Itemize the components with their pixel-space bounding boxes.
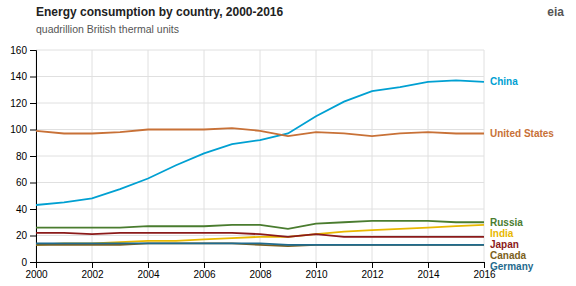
chart: Energy consumption by country, 2000-2016… bbox=[0, 0, 576, 286]
series-label: India bbox=[490, 228, 514, 239]
series-line bbox=[36, 225, 484, 245]
series-label: Russia bbox=[490, 217, 523, 228]
x-tick-mark bbox=[484, 262, 485, 268]
series-label: United States bbox=[490, 128, 554, 139]
x-grid-line bbox=[92, 50, 93, 262]
subtitle: quadrillion British thermal units bbox=[36, 23, 179, 35]
y-tick-mark bbox=[30, 130, 36, 131]
y-tick-mark bbox=[30, 50, 36, 51]
x-grid-line bbox=[260, 50, 261, 262]
x-grid-line bbox=[148, 50, 149, 262]
y-tick: 100 bbox=[10, 124, 36, 135]
x-grid-line bbox=[204, 50, 205, 262]
x-tick-label: 2000 bbox=[25, 269, 48, 280]
x-tick-label: 2008 bbox=[249, 269, 272, 280]
series-label: Canada bbox=[490, 250, 527, 261]
y-tick-mark bbox=[30, 236, 36, 237]
y-tick: 80 bbox=[16, 151, 36, 162]
y-tick-mark bbox=[30, 103, 36, 104]
x-tick-label: 2004 bbox=[137, 269, 160, 280]
y-tick-label: 0 bbox=[21, 257, 27, 268]
x-tick: 2014 bbox=[417, 262, 440, 280]
grid bbox=[36, 50, 484, 262]
x-tick-label: 2006 bbox=[193, 269, 216, 280]
x-tick: 2000 bbox=[25, 262, 48, 280]
series-label: China bbox=[490, 76, 518, 87]
series-line bbox=[36, 128, 484, 136]
series-line bbox=[36, 233, 484, 237]
x-tick: 2006 bbox=[193, 262, 216, 280]
series-label: Japan bbox=[490, 239, 519, 250]
x-tick-label: 2002 bbox=[81, 269, 104, 280]
series-label: Germany bbox=[490, 261, 534, 272]
y-tick-label: 160 bbox=[10, 45, 27, 56]
y-tick-label: 100 bbox=[10, 124, 27, 135]
y-tick: 160 bbox=[10, 45, 36, 56]
y-tick: 60 bbox=[16, 177, 36, 188]
y-tick-mark bbox=[30, 262, 36, 263]
x-tick-mark bbox=[92, 262, 93, 268]
y-tick-label: 120 bbox=[10, 98, 27, 109]
y-tick: 140 bbox=[10, 71, 36, 82]
plot: 2000200220042006200820102012201420160204… bbox=[10, 45, 554, 280]
series-labels: China United States RussiaIndiaJapanCanada… bbox=[490, 76, 554, 271]
x-tick: 2002 bbox=[81, 262, 104, 280]
y-axis: 0 20 40 60 80 100 120 140 160 bbox=[10, 45, 36, 268]
y-tick-mark bbox=[30, 156, 36, 157]
y-tick-mark bbox=[30, 77, 36, 78]
x-tick-mark bbox=[148, 262, 149, 268]
y-tick: 0 bbox=[21, 257, 36, 268]
x-tick-mark bbox=[428, 262, 429, 268]
y-tick-mark bbox=[30, 183, 36, 184]
x-axis-line bbox=[37, 263, 485, 269]
series-line bbox=[36, 243, 484, 244]
x-tick: 2004 bbox=[137, 262, 160, 280]
x-tick-mark bbox=[316, 262, 317, 268]
x-tick-label: 2010 bbox=[305, 269, 328, 280]
y-tick-mark bbox=[30, 209, 36, 210]
lines bbox=[36, 80, 484, 246]
series-line bbox=[36, 243, 484, 246]
y-tick-label: 40 bbox=[16, 204, 28, 215]
x-axis: 200020022004200620082010201220142016 bbox=[25, 262, 496, 280]
y-tick: 120 bbox=[10, 98, 36, 109]
x-tick-mark bbox=[372, 262, 373, 268]
x-tick-mark bbox=[204, 262, 205, 268]
title: Energy consumption by country, 2000-2016 bbox=[36, 5, 284, 19]
y-tick-label: 80 bbox=[16, 151, 28, 162]
y-tick: 40 bbox=[16, 204, 36, 215]
x-grid-line bbox=[316, 50, 317, 262]
y-tick-label: 140 bbox=[10, 71, 27, 82]
y-tick-label: 20 bbox=[16, 230, 28, 241]
x-tick-mark bbox=[260, 262, 261, 268]
x-tick-label: 2012 bbox=[361, 269, 384, 280]
y-tick: 20 bbox=[16, 230, 36, 241]
y-tick-label: 60 bbox=[16, 177, 28, 188]
x-tick: 2012 bbox=[361, 262, 384, 280]
series-line bbox=[36, 80, 484, 205]
x-tick: 2010 bbox=[305, 262, 328, 280]
x-tick-label: 2014 bbox=[417, 269, 440, 280]
x-tick: 2008 bbox=[249, 262, 272, 280]
annotation: eia bbox=[547, 5, 564, 19]
y-axis-line bbox=[30, 51, 37, 263]
